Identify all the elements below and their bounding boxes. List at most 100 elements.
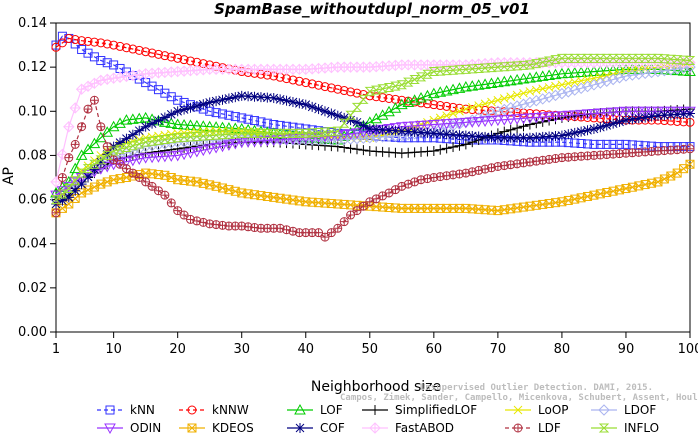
data-point: [358, 94, 369, 104]
data-point: [166, 134, 177, 144]
data-point: [243, 114, 253, 124]
data-point: [210, 142, 222, 154]
data-point: [408, 121, 421, 132]
data-point: [479, 63, 491, 73]
data-point: [677, 62, 690, 74]
y-tick-label: 0.10: [18, 104, 47, 119]
data-point: [294, 128, 305, 138]
data-point: [223, 129, 235, 139]
data-point: [627, 53, 638, 63]
data-point: [454, 103, 464, 113]
data-point: [64, 33, 74, 43]
data-point: [543, 91, 555, 103]
data-point: [153, 186, 163, 196]
data-point: [607, 107, 620, 119]
data-point: [556, 87, 568, 100]
data-point: [415, 127, 427, 139]
data-point: [121, 164, 131, 174]
legend-marker: [513, 423, 523, 433]
plot-area: 0.00 0.02 0.04 0.06 0.08 0.10 0.12 0.14 1 10 20 30 4…: [18, 16, 698, 357]
data-point: [531, 59, 542, 69]
data-point: [134, 45, 144, 55]
data-point: [229, 139, 242, 150]
data-point: [492, 76, 504, 88]
data-point: [524, 119, 535, 130]
data-point: [460, 117, 472, 129]
data-point: [280, 134, 293, 146]
data-point: [134, 125, 145, 136]
data-point: [128, 44, 138, 54]
data-point: [530, 112, 543, 124]
legend-marker: [598, 404, 610, 416]
data-point: [570, 138, 580, 148]
data-point: [89, 95, 99, 105]
data-point: [173, 206, 183, 216]
data-point: [197, 145, 210, 157]
x-axis-label: Neighborhood size: [311, 379, 441, 395]
data-point: [300, 128, 311, 138]
data-point: [101, 161, 114, 173]
data-point: [601, 75, 613, 87]
legend-label: kNNW: [212, 403, 249, 417]
y-axis-label: AP: [1, 167, 17, 185]
legend-label: SimplifiedLOF: [395, 403, 477, 417]
data-point: [172, 143, 183, 154]
data-point: [120, 114, 133, 125]
data-point: [480, 164, 490, 174]
data-point: [217, 130, 228, 140]
data-point: [511, 61, 523, 71]
data-point: [179, 104, 190, 115]
data-point: [568, 110, 581, 121]
data-point: [429, 100, 439, 110]
legend-item: KDEOS: [179, 421, 254, 434]
data-point: [185, 102, 196, 113]
data-point: [115, 41, 125, 51]
data-point: [549, 89, 562, 102]
data-point: [313, 127, 324, 137]
data-point: [351, 102, 363, 112]
data-point: [615, 139, 625, 149]
data-point: [466, 80, 479, 91]
data-point: [518, 60, 529, 70]
data-point: [639, 106, 652, 118]
data-point: [314, 228, 324, 238]
data-point: [576, 126, 587, 137]
data-point: [498, 103, 510, 116]
data-point: [172, 106, 183, 117]
data-point: [287, 128, 299, 138]
data-point: [435, 66, 446, 76]
data-point: [543, 112, 555, 123]
data-point: [51, 208, 61, 218]
data-point: [70, 139, 80, 149]
data-point: [69, 102, 81, 114]
legend-marker: [187, 423, 197, 433]
data-point: [549, 111, 562, 123]
legend-marker: [294, 403, 306, 415]
data-point: [346, 87, 356, 97]
data-point: [575, 82, 587, 95]
data-point: [128, 168, 138, 178]
data-point: [409, 75, 420, 85]
legend-label: KDEOS: [212, 421, 254, 434]
data-point: [454, 140, 465, 151]
data-point: [588, 65, 600, 77]
data-point: [70, 176, 81, 186]
data-point: [191, 100, 202, 111]
data-point: [141, 47, 151, 57]
data-point: [594, 65, 607, 76]
data-point: [191, 131, 203, 141]
data-point: [267, 135, 280, 147]
data-point: [517, 73, 530, 84]
data-point: [665, 64, 677, 76]
data-point: [569, 84, 581, 96]
data-point: [461, 104, 471, 114]
data-point: [133, 154, 146, 165]
legend-item: LDOF: [591, 403, 656, 417]
data-point: [517, 98, 530, 110]
data-point: [134, 139, 145, 149]
data-point: [153, 146, 164, 157]
data-point: [198, 99, 209, 110]
legend-item: ODIN: [97, 421, 161, 434]
legend: kNN kNNW LOF SimplifiedLOF LoOP LDOF ODIN KDEOS…: [97, 403, 659, 434]
data-point: [550, 55, 561, 65]
